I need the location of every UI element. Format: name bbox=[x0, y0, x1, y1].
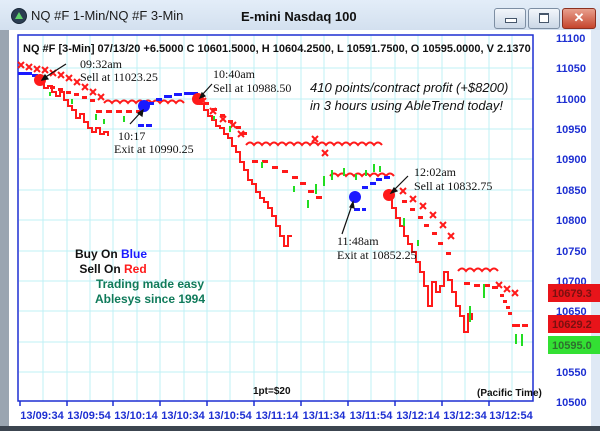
upper-stop-price-box bbox=[548, 284, 600, 302]
svg-text:13/12:34: 13/12:34 bbox=[443, 410, 487, 422]
svg-text:10500: 10500 bbox=[556, 397, 587, 409]
svg-text:10595.0: 10595.0 bbox=[552, 340, 592, 352]
legend-buy: Buy On Blue bbox=[75, 247, 147, 261]
svg-text:10850: 10850 bbox=[556, 185, 587, 197]
last-price-boxes: 10679.3 10629.2 10595.0 bbox=[548, 284, 600, 354]
price-bars bbox=[36, 77, 523, 346]
annotation-time-2: 10:17 bbox=[118, 129, 145, 143]
tagline-1: Trading made easy bbox=[96, 277, 204, 291]
svg-text:13/11:34: 13/11:34 bbox=[303, 410, 347, 422]
svg-text:13/12:14: 13/12:14 bbox=[396, 410, 440, 422]
x-axis: 13/09:34 13/09:54 13/10:14 13/10:34 13/1… bbox=[19, 401, 534, 422]
svg-text:10750: 10750 bbox=[556, 246, 587, 258]
profit-text-line2: in 3 hours using AbleTrend today! bbox=[310, 98, 503, 113]
profit-text-line1: 410 points/contract profit (+$8200) bbox=[310, 80, 508, 95]
legend-sell: Sell On Red bbox=[79, 262, 146, 276]
window-title: NQ #F 1-Min/NQ #F 3-Min bbox=[31, 8, 184, 23]
svg-text:10950: 10950 bbox=[556, 124, 587, 136]
maximize-button[interactable] bbox=[528, 8, 560, 29]
title-bar[interactable]: NQ #F 1-Min/NQ #F 3-Min E-mini Nasdaq 10… bbox=[0, 0, 600, 30]
annotation-text-4: Exit at 10852.25 bbox=[337, 248, 417, 262]
svg-text:10900: 10900 bbox=[556, 154, 587, 166]
svg-text:13/12:54: 13/12:54 bbox=[489, 410, 533, 422]
chart-instrument-title: E-mini Nasdaq 100 bbox=[241, 9, 357, 24]
point-value-label: 1pt=$20 bbox=[253, 386, 291, 397]
plot-frame bbox=[17, 34, 534, 402]
minimize-button[interactable] bbox=[494, 8, 526, 29]
legend: Buy On Blue Sell On Red Trading made eas… bbox=[75, 247, 205, 306]
annotation-time-3: 10:40am bbox=[213, 67, 256, 81]
maximize-icon bbox=[539, 13, 549, 23]
exit-signal-1017 bbox=[138, 100, 150, 112]
svg-text:10629.2: 10629.2 bbox=[552, 319, 592, 331]
chart-header-info: NQ #F [3-Min] 07/13/20 +6.5000 C 10601.5… bbox=[23, 43, 531, 55]
annotation-text-5: Sell at 10832.75 bbox=[414, 179, 492, 193]
tagline-2: Ablesys since 1994 bbox=[95, 292, 205, 306]
svg-text:11050: 11050 bbox=[556, 63, 586, 75]
svg-text:13/11:14: 13/11:14 bbox=[256, 410, 300, 422]
annotation-time-5: 12:02am bbox=[414, 165, 457, 179]
svg-text:13/09:34: 13/09:34 bbox=[20, 410, 64, 422]
minimize-icon bbox=[505, 18, 517, 23]
svg-text:11100: 11100 bbox=[556, 33, 585, 45]
lower-stop-line bbox=[50, 86, 528, 327]
annotation-time-1: 09:32am bbox=[80, 57, 123, 71]
svg-text:13/11:54: 13/11:54 bbox=[350, 410, 394, 422]
lower-stop-price-box bbox=[548, 315, 600, 333]
exit-signal-1148 bbox=[349, 191, 361, 203]
close-button[interactable]: ✕ bbox=[562, 8, 596, 29]
svg-text:11000: 11000 bbox=[556, 94, 586, 106]
window-left-border bbox=[0, 30, 9, 431]
annotation-text-3: Sell at 10988.50 bbox=[213, 81, 291, 95]
close-price-box bbox=[548, 336, 600, 354]
svg-text:13/09:54: 13/09:54 bbox=[67, 410, 111, 422]
annotation-arrows bbox=[40, 63, 409, 235]
upper-stop-line bbox=[17, 61, 519, 297]
timezone-label: (Pacific Time) bbox=[477, 388, 542, 399]
svg-text:13/10:14: 13/10:14 bbox=[114, 410, 158, 422]
svg-text:13/10:54: 13/10:54 bbox=[208, 410, 252, 422]
annotation-text-1: Sell at 11023.25 bbox=[80, 70, 158, 84]
svg-text:13/10:34: 13/10:34 bbox=[161, 410, 205, 422]
svg-text:10800: 10800 bbox=[556, 215, 587, 227]
annotation-text-2: Exit at 10990.25 bbox=[114, 142, 194, 156]
svg-text:10679.3: 10679.3 bbox=[552, 288, 592, 300]
window-bottom-border bbox=[0, 426, 600, 431]
buy-stop-line bbox=[18, 72, 390, 211]
sell-signal-0932 bbox=[34, 74, 46, 86]
app-logo-icon bbox=[11, 8, 27, 24]
annotation-time-4: 11:48am bbox=[337, 234, 379, 248]
chart-client-area bbox=[9, 30, 591, 426]
svg-text:10550: 10550 bbox=[556, 367, 587, 379]
close-icon: ✕ bbox=[573, 10, 585, 25]
